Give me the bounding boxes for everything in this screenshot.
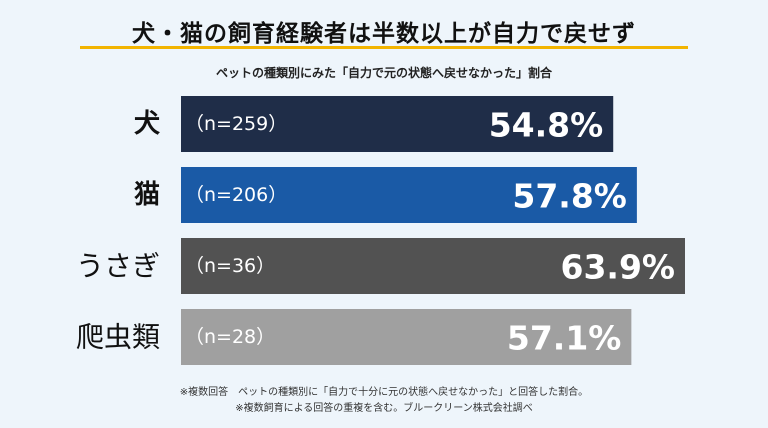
value-label-1: 57.8%: [512, 177, 627, 216]
category-label-1: 猫: [134, 180, 160, 210]
footnote-2: ※複数飼育による回答の重複を含む。ブルークリーン株式会社調べ: [235, 403, 533, 414]
sample-size-label-1: （n=206）: [185, 184, 287, 206]
bar-1: [181, 167, 637, 223]
footnote-1: ※複数回答 ペットの種類別に「自力で十分に元の状態へ戻せなかった」と回答した割合…: [179, 387, 589, 398]
sample-size-label-0: （n=259）: [185, 113, 287, 135]
category-label-3: 爬虫類: [76, 321, 160, 354]
chart-subtitle: ペットの種類別にみた「自力で元の状態へ戻せなかった」割合: [215, 66, 552, 80]
sample-size-label-2: （n=36）: [185, 255, 275, 277]
value-label-2: 63.9%: [561, 248, 676, 287]
category-label-0: 犬: [134, 109, 161, 139]
title-underline: [80, 46, 688, 49]
category-label-2: うさぎ: [76, 250, 160, 283]
bar-2: [181, 238, 685, 294]
chart-title: 犬・猫の飼育経験者は半数以上が自力で戻せず: [132, 21, 636, 47]
bar-0: [181, 96, 614, 152]
sample-size-label-3: （n=28）: [185, 326, 275, 348]
value-label-3: 57.1%: [507, 319, 622, 358]
bar-3: [181, 309, 632, 365]
value-label-0: 54.8%: [489, 106, 604, 145]
